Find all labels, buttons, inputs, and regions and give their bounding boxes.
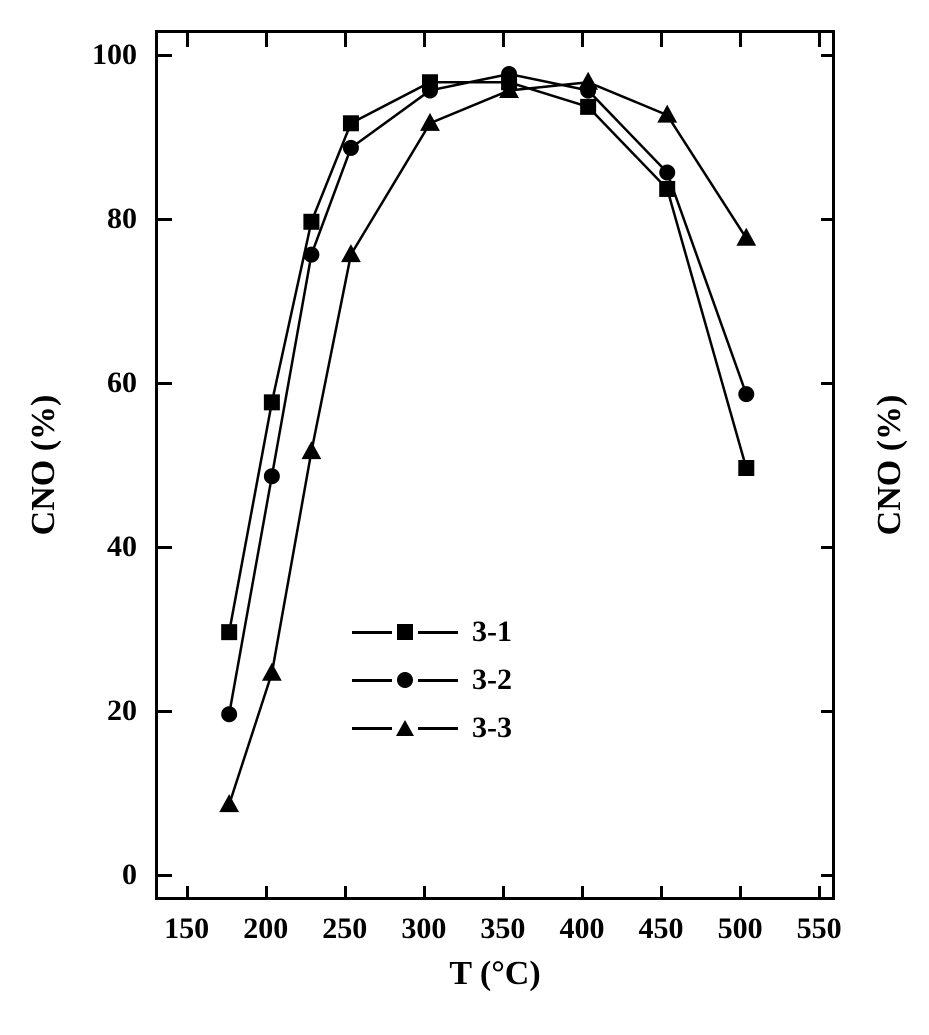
- legend-line-icon: [352, 679, 392, 682]
- series-marker-3-2: [264, 468, 280, 484]
- legend-line-icon: [418, 631, 458, 634]
- x-tick: [502, 886, 505, 900]
- legend-triangle-icon: [392, 720, 418, 736]
- legend-line-icon: [418, 679, 458, 682]
- legend-label: 3-1: [472, 615, 512, 649]
- series-marker-3-2: [303, 247, 319, 263]
- x-tick-top: [344, 33, 347, 47]
- series-marker-3-3: [578, 72, 598, 90]
- y-tick-right: [821, 710, 835, 713]
- x-tick-top: [581, 33, 584, 47]
- series-marker-3-3: [262, 663, 282, 681]
- legend-square-icon: [392, 624, 418, 640]
- x-tick: [265, 886, 268, 900]
- legend-item: 3-1: [352, 615, 512, 649]
- x-tick: [818, 886, 821, 900]
- series-marker-3-3: [301, 441, 321, 459]
- legend-line-icon: [352, 631, 392, 634]
- x-tick-top: [502, 33, 505, 47]
- y-tick-label: 100: [0, 38, 137, 72]
- x-tick-top: [660, 33, 663, 47]
- series-marker-3-2: [738, 386, 754, 402]
- legend-item: 3-2: [352, 663, 512, 697]
- x-tick: [344, 886, 347, 900]
- x-tick-label: 450: [639, 912, 684, 946]
- series-marker-3-2: [659, 165, 675, 181]
- x-tick: [186, 886, 189, 900]
- y-tick-right: [821, 54, 835, 57]
- y-tick-label: 0: [0, 858, 137, 892]
- legend-circle-icon: [392, 672, 418, 688]
- y-tick: [158, 710, 172, 713]
- y-tick: [158, 382, 172, 385]
- legend-item: 3-3: [352, 711, 512, 745]
- x-tick-top: [739, 33, 742, 47]
- series-marker-3-1: [580, 99, 596, 115]
- series-marker-3-3: [736, 228, 756, 246]
- series-marker-3-2: [343, 140, 359, 156]
- legend-label: 3-2: [472, 663, 512, 697]
- y-axis-label-right: CNO (%): [871, 395, 909, 536]
- series-marker-3-1: [221, 624, 237, 640]
- series-marker-3-2: [422, 82, 438, 98]
- y-tick-right: [821, 382, 835, 385]
- x-tick-top: [423, 33, 426, 47]
- x-tick-top: [186, 33, 189, 47]
- y-axis-label-left: CNO (%): [25, 395, 63, 536]
- y-tick-right: [821, 218, 835, 221]
- y-tick: [158, 546, 172, 549]
- x-tick-label: 550: [797, 912, 842, 946]
- plot-svg: [158, 33, 838, 903]
- series-marker-3-2: [501, 66, 517, 82]
- x-tick: [423, 886, 426, 900]
- legend: 3-1 3-2 3-3: [352, 615, 512, 759]
- series-marker-3-1: [264, 394, 280, 410]
- cno-chart: CNO (%) CNO (%) T (°C) 3-13-23-3 1502002…: [0, 0, 929, 1035]
- y-tick-label: 60: [0, 366, 137, 400]
- series-marker-3-2: [221, 706, 237, 722]
- y-tick: [158, 874, 172, 877]
- y-tick-right: [821, 546, 835, 549]
- x-tick: [739, 886, 742, 900]
- legend-line-icon: [352, 727, 392, 730]
- x-tick-label: 250: [322, 912, 367, 946]
- y-tick-label: 40: [0, 530, 137, 564]
- x-tick-top: [818, 33, 821, 47]
- series-marker-3-3: [219, 794, 239, 812]
- plot-area: [155, 30, 835, 900]
- series-marker-3-1: [738, 460, 754, 476]
- y-tick: [158, 54, 172, 57]
- x-tick-label: 350: [480, 912, 525, 946]
- x-tick-label: 500: [718, 912, 763, 946]
- y-tick-label: 80: [0, 202, 137, 236]
- series-marker-3-1: [343, 115, 359, 131]
- legend-line-icon: [418, 727, 458, 730]
- x-tick-label: 200: [243, 912, 288, 946]
- x-axis-label: T (°C): [155, 955, 835, 993]
- series-marker-3-1: [303, 214, 319, 230]
- x-tick: [660, 886, 663, 900]
- legend-label: 3-3: [472, 711, 512, 745]
- y-tick-right: [821, 874, 835, 877]
- series-marker-3-3: [341, 244, 361, 262]
- x-tick-top: [265, 33, 268, 47]
- y-tick-label: 20: [0, 694, 137, 728]
- series-marker-3-3: [420, 113, 440, 131]
- x-tick: [581, 886, 584, 900]
- x-tick-label: 300: [401, 912, 446, 946]
- x-tick-label: 400: [559, 912, 604, 946]
- x-tick-label: 150: [164, 912, 209, 946]
- series-marker-3-3: [657, 105, 677, 123]
- y-tick: [158, 218, 172, 221]
